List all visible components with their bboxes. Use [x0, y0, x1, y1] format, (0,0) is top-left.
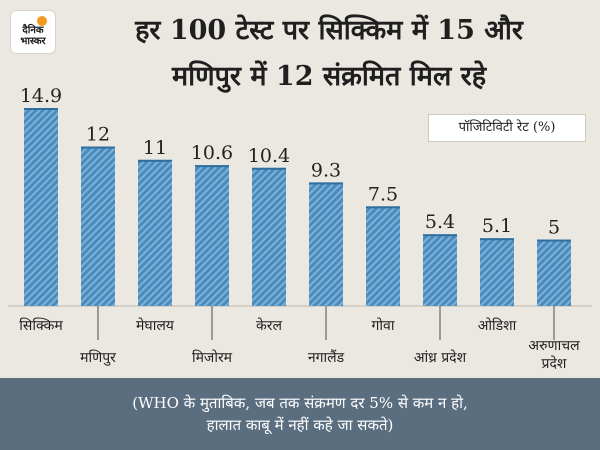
- category-label: आंध्र प्रदेश: [414, 349, 467, 366]
- category-label: गोवा: [372, 317, 395, 334]
- category-label: अरुणाचल प्रदेश: [528, 338, 580, 372]
- bar-top-edge: [138, 159, 172, 162]
- category-label: मिजोरम: [192, 349, 233, 366]
- bar: [366, 206, 400, 306]
- bar: [252, 167, 286, 306]
- bar: [24, 108, 58, 306]
- category-label: ओडिशा: [478, 317, 517, 334]
- bar-top-edge: [81, 146, 115, 149]
- bar: [309, 182, 343, 306]
- logo-text-line1: दैनिक: [22, 25, 44, 36]
- category-label: सिक्किम: [19, 317, 63, 334]
- value-label: 5.4: [425, 211, 455, 233]
- title-line-2: मणिपुर में 12 संक्रमित मिल रहे: [171, 61, 487, 92]
- bar-top-edge: [366, 206, 400, 209]
- value-label: 10.6: [191, 142, 233, 164]
- footer-note: (WHO के मुताबिक, जब तक संक्रमण दर 5% से …: [0, 378, 600, 450]
- chart-title: हर 100 टेस्ट पर सिक्किम में 15 और मणिपुर…: [64, 8, 594, 100]
- footer-line-2: हालात काबू में नहीं कहे जा सकते): [206, 416, 394, 434]
- value-label: 12: [86, 124, 110, 146]
- value-label: 5.1: [482, 215, 512, 237]
- value-label: 5: [548, 217, 560, 239]
- bar: [480, 238, 514, 306]
- bar-top-edge: [423, 234, 457, 237]
- bar-top-edge: [24, 108, 58, 110]
- category-label: मणिपुर: [80, 349, 116, 366]
- bar: [138, 159, 172, 306]
- bar-top-edge: [195, 165, 229, 168]
- bar-top-edge: [480, 238, 514, 241]
- bar: [81, 146, 115, 306]
- bar: [423, 234, 457, 306]
- bar: [537, 239, 571, 306]
- bar-top-edge: [309, 182, 343, 185]
- sun-icon: [37, 16, 47, 26]
- value-label: 9.3: [311, 159, 341, 181]
- bar-top-edge: [252, 167, 286, 170]
- category-label: मेघालय: [136, 317, 175, 334]
- dainik-bhaskar-logo: दैनिक भास्कर: [10, 10, 56, 54]
- legend-positivity-rate: पॉजिटिविटी रेट (%): [428, 114, 586, 142]
- bar-chart: 14.9 सिक्किम 12 मणिपुर 11 मेघालय 10.6 मिजोरम 10.…: [8, 85, 592, 372]
- title-line-1: हर 100 टेस्ट पर सिक्किम में 15 और: [135, 15, 523, 46]
- category-label: केरल: [256, 317, 282, 334]
- bar-top-edge: [537, 239, 571, 242]
- value-label: 7.5: [368, 183, 398, 205]
- value-label: 10.4: [248, 145, 290, 167]
- footer-line-1: (WHO के मुताबिक, जब तक संक्रमण दर 5% से …: [132, 394, 468, 412]
- bar: [195, 165, 229, 306]
- value-label: 11: [143, 137, 167, 159]
- category-label: नगालैंड: [308, 349, 345, 366]
- value-label: 14.9: [20, 85, 62, 107]
- logo-text-line2: भास्कर: [20, 36, 46, 47]
